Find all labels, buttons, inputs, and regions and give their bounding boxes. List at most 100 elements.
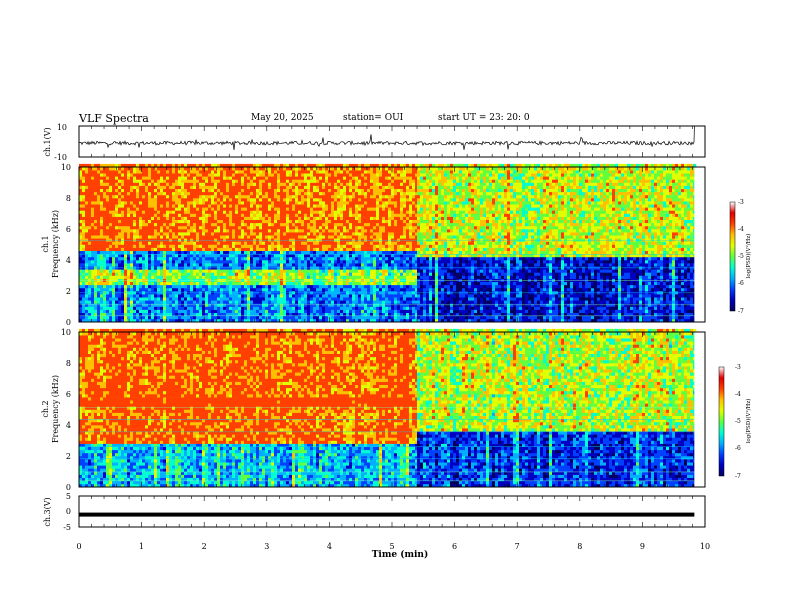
spectrogram-cell <box>274 210 277 213</box>
spectrogram-cell <box>118 186 121 189</box>
spectrogram-cell <box>187 195 190 198</box>
spectrogram-cell <box>250 285 253 288</box>
spectrogram-cell <box>136 279 139 282</box>
spectrogram-cell <box>211 183 214 186</box>
spectrogram-cell <box>97 207 100 210</box>
spectrogram-cell <box>106 179 109 182</box>
spectrogram-cell <box>151 248 154 251</box>
spectrogram-cell <box>85 232 88 235</box>
spectrogram-cell <box>229 173 232 176</box>
spectrogram-cell <box>181 269 184 272</box>
spectrogram-cell <box>223 189 226 192</box>
spectrogram-cell <box>217 214 220 217</box>
spectrogram-cell <box>328 238 331 241</box>
spectrogram-cell <box>223 297 226 300</box>
spectrogram-cell <box>271 204 274 207</box>
spectrogram-cell <box>136 176 139 179</box>
spectrogram-cell <box>175 257 178 260</box>
spectrogram-cell <box>295 170 298 173</box>
spectrogram-cell <box>292 195 295 198</box>
spectrogram-cell <box>247 192 250 195</box>
spectrogram-cell <box>148 297 151 300</box>
spectrogram-cell <box>124 201 127 204</box>
spectrogram-cell <box>259 186 262 189</box>
spectrogram-cell <box>268 189 271 192</box>
spectrogram-cell <box>199 297 202 300</box>
spectrogram-cell <box>139 260 142 263</box>
spectrogram-cell <box>319 179 322 182</box>
spectrogram-cell <box>166 316 169 319</box>
spectrogram-cell <box>118 204 121 207</box>
spectrogram-cell <box>88 279 91 282</box>
spectrogram-cell <box>118 307 121 310</box>
spectrogram-cell <box>235 248 238 251</box>
spectrogram-cell <box>139 195 142 198</box>
spectrogram-cell <box>223 220 226 223</box>
spectrogram-cell <box>304 192 307 195</box>
spectrogram-cell <box>103 201 106 204</box>
spectrogram-cell <box>340 310 343 313</box>
spectrogram-cell <box>283 186 286 189</box>
spectrogram-cell <box>112 167 115 170</box>
spectrogram-cell <box>112 226 115 229</box>
spectrogram-cell <box>223 245 226 248</box>
spectrogram-cell <box>160 294 163 297</box>
spectrogram-cell <box>349 279 352 282</box>
spectrogram-cell <box>244 167 247 170</box>
spectrogram-cell <box>343 248 346 251</box>
spectrogram-cell <box>247 214 250 217</box>
spectrogram-cell <box>133 282 136 285</box>
spectrogram-cell <box>97 217 100 220</box>
spectrogram-cell <box>172 282 175 285</box>
spectrogram-cell <box>145 294 148 297</box>
spectrogram-cell <box>307 248 310 251</box>
spectrogram-cell <box>316 223 319 226</box>
spectrogram-cell <box>118 310 121 313</box>
spectrogram-cell <box>319 186 322 189</box>
spectrogram-cell <box>268 297 271 300</box>
spectrogram-cell <box>217 260 220 263</box>
spectrogram-cell <box>214 285 217 288</box>
spectrogram-cell <box>244 251 247 254</box>
spectrogram-cell <box>115 207 118 210</box>
spectrogram-cell <box>199 192 202 195</box>
spectrogram-cell <box>355 192 358 195</box>
spectrogram-cell <box>148 214 151 217</box>
spectrogram-cell <box>136 276 139 279</box>
spectrogram-cell <box>139 300 142 303</box>
spectrogram-cell <box>346 223 349 226</box>
spectrogram-cell <box>244 263 247 266</box>
spectrogram-cell <box>178 186 181 189</box>
spectrogram-cell <box>196 183 199 186</box>
spectrogram-cell <box>328 245 331 248</box>
spectrogram-cell <box>169 223 172 226</box>
spectrogram-cell <box>229 269 232 272</box>
spectrogram-cell <box>250 186 253 189</box>
spectrogram-cell <box>133 179 136 182</box>
spectrogram-cell <box>319 310 322 313</box>
spectrogram-cell <box>250 195 253 198</box>
spectrogram-cell <box>292 229 295 232</box>
spectrogram-cell <box>337 195 340 198</box>
spectrogram-cell <box>211 229 214 232</box>
spectrogram-cell <box>346 282 349 285</box>
spectrogram-cell <box>346 183 349 186</box>
spectrogram-cell <box>130 186 133 189</box>
spectrogram-cell <box>337 269 340 272</box>
ch1-panel: 10 -10 ch.1(V) <box>43 123 705 162</box>
spectrogram-cell <box>139 186 142 189</box>
spectrogram-cell <box>160 232 163 235</box>
spectrogram-cell <box>361 189 364 192</box>
spectrogram-cell <box>280 201 283 204</box>
spectrogram-cell <box>271 297 274 300</box>
spectrogram-cell <box>253 201 256 204</box>
spectrogram-cell <box>154 263 157 266</box>
spectrogram-cell <box>148 195 151 198</box>
spectrogram-cell <box>268 195 271 198</box>
spectrogram-cell <box>178 232 181 235</box>
spectrogram-cell <box>94 238 97 241</box>
spectrogram-cell <box>235 195 238 198</box>
spectrogram-cell <box>265 310 268 313</box>
spectrogram-cell <box>241 282 244 285</box>
spectrogram-cell <box>88 204 91 207</box>
